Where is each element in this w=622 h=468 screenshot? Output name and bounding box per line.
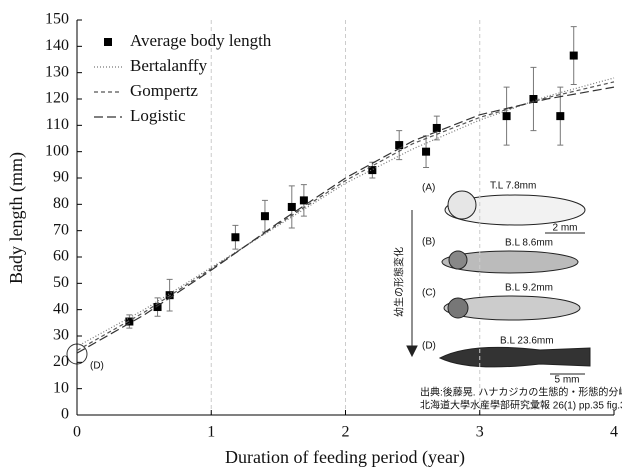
- source-line: 出典:後藤晃. ハナカジカの生態的・形態的分岐 -I: [420, 386, 622, 399]
- arrow-head: [406, 345, 418, 358]
- arrow-label: 幼生の形態変化: [393, 247, 406, 317]
- x-tick-label: 3: [476, 424, 484, 441]
- scale-label: 2 mm: [553, 223, 578, 234]
- y-tick-label: 100: [45, 142, 69, 159]
- stage-size: T.L 7.8mm: [490, 181, 536, 192]
- y-tick-label: 40: [53, 300, 69, 317]
- y-tick-label: 90: [53, 169, 69, 186]
- fish-a-head: [447, 190, 477, 220]
- fish-b-head: [448, 250, 468, 270]
- x-tick-label: 1: [207, 424, 215, 441]
- point: [529, 95, 538, 103]
- stage-label: (C): [422, 288, 436, 299]
- y-tick-label: 50: [53, 274, 69, 291]
- y-tick-label: 110: [46, 116, 69, 133]
- stage-size: B.L 9.2mm: [505, 283, 553, 294]
- y-tick-label: 10: [53, 379, 69, 396]
- y-tick-label: 70: [53, 221, 69, 238]
- y-tick-label: 80: [53, 195, 69, 212]
- point: [569, 51, 578, 60]
- point: [287, 202, 296, 211]
- x-tick-label: 0: [73, 424, 81, 441]
- y-tick-label: 120: [45, 90, 69, 107]
- point: [502, 112, 511, 121]
- stage-label: (A): [422, 183, 435, 194]
- x-tick-label: 2: [342, 424, 350, 441]
- point: [231, 233, 240, 242]
- point: [153, 303, 162, 312]
- legend-label: Average body length: [130, 31, 272, 50]
- stage-size: B.L 8.6mm: [505, 238, 553, 249]
- point: [556, 112, 565, 121]
- y-tick-label: 30: [53, 327, 69, 344]
- y-axis-label: Bady length (mm): [6, 152, 27, 284]
- scale-label: 5 mm: [555, 375, 580, 386]
- point: [260, 212, 269, 221]
- stage-label: (B): [422, 237, 435, 248]
- point: [125, 317, 134, 326]
- y-tick-label: 0: [61, 406, 69, 423]
- legend-label: Logistic: [130, 106, 186, 125]
- y-tick-label: 20: [53, 353, 69, 370]
- fish-b: [441, 250, 579, 274]
- point: [432, 123, 441, 132]
- y-tick-label: 60: [53, 248, 69, 265]
- source-line: 北海道大學水産學部研究彙報 26(1) pp.35 fig.3: [420, 399, 622, 412]
- x-tick-label: 4: [610, 424, 618, 441]
- point: [368, 166, 377, 175]
- point: [422, 147, 431, 156]
- legend-label: Gompertz: [130, 81, 198, 100]
- fit-line: [76, 86, 615, 354]
- y-tick-label: 140: [45, 37, 69, 54]
- fish-d: [438, 346, 591, 368]
- point: [299, 196, 308, 205]
- point: [395, 141, 404, 150]
- legend-marker: [104, 38, 112, 46]
- fish-c: [443, 295, 581, 321]
- y-tick-label: 130: [45, 63, 69, 80]
- y-tick-label: 150: [45, 11, 69, 28]
- fish-c-head: [447, 297, 469, 319]
- legend-label: Bertalanffy: [130, 56, 208, 75]
- stage-label: (D): [422, 341, 436, 352]
- x-axis-label: Duration of feeding period (year): [225, 447, 465, 468]
- origin-label: (D): [90, 361, 104, 372]
- stage-size: B.L 23.6mm: [500, 336, 554, 347]
